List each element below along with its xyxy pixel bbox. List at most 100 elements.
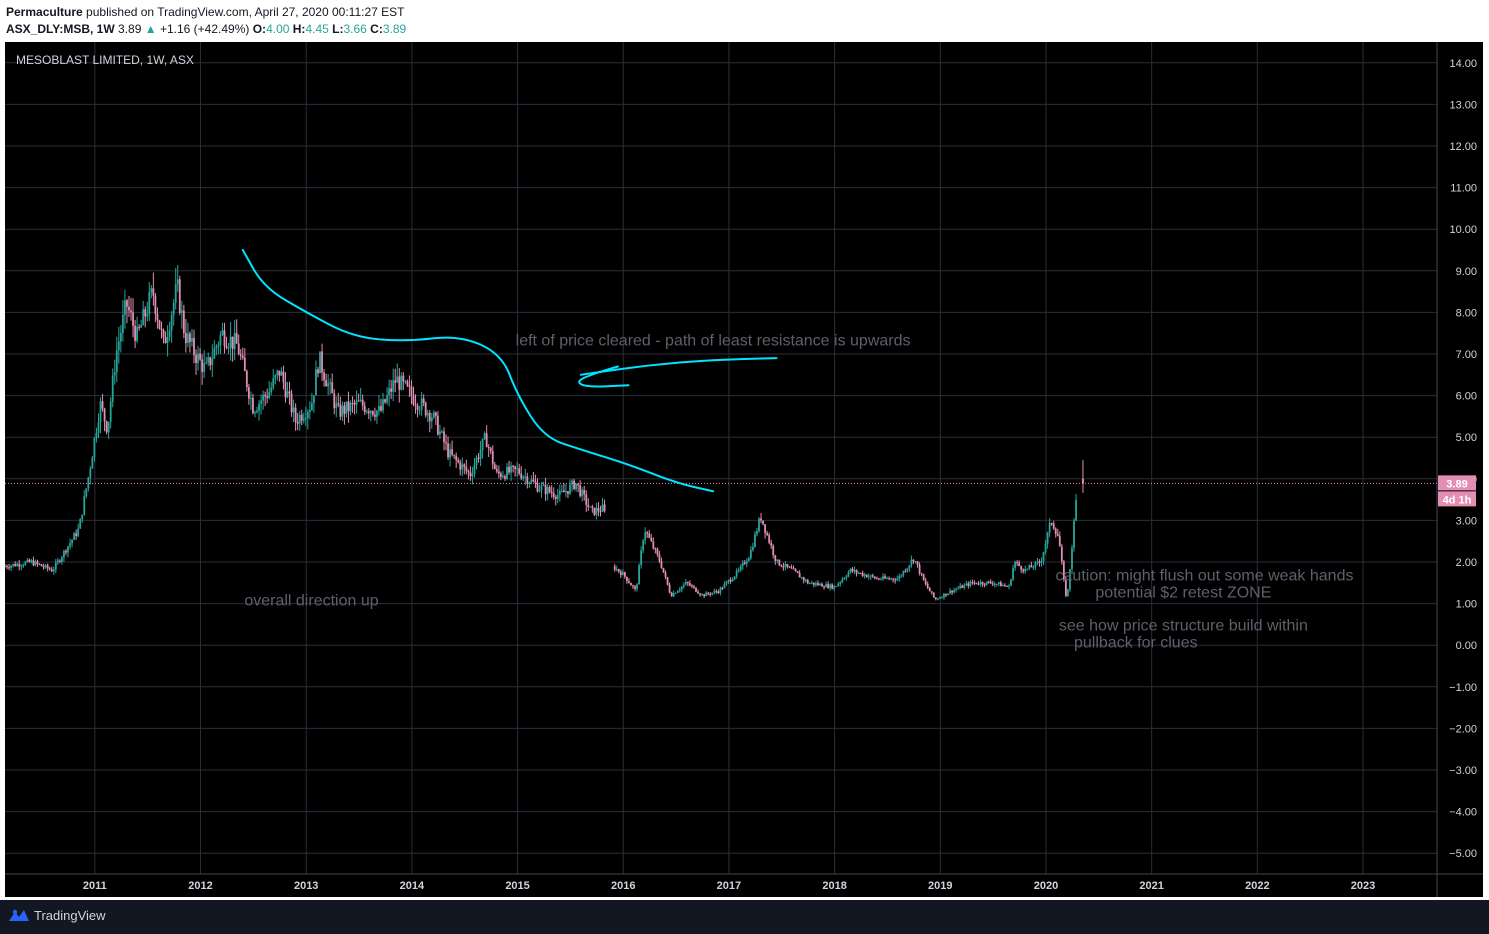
chart-annotation: caution: might flush out some weak hands bbox=[1056, 568, 1354, 585]
candle-body bbox=[591, 506, 594, 508]
candle-body bbox=[963, 585, 966, 588]
candle-body bbox=[581, 489, 584, 497]
candle-body bbox=[847, 572, 850, 577]
candle-body bbox=[831, 584, 834, 589]
candle-body bbox=[542, 484, 545, 486]
author-name[interactable]: Permaculture bbox=[6, 5, 83, 19]
candle-body bbox=[223, 330, 226, 347]
candle-body bbox=[294, 407, 297, 422]
candle-body bbox=[424, 402, 427, 416]
candle-body bbox=[221, 330, 224, 335]
countdown-tag bbox=[1438, 491, 1476, 507]
candle-body bbox=[252, 397, 254, 414]
candle-body bbox=[613, 566, 616, 570]
symbol-label[interactable]: ASX_DLY:MSB, 1W bbox=[6, 22, 115, 36]
candle-body bbox=[28, 559, 31, 563]
candle-body bbox=[319, 351, 321, 374]
candle-body bbox=[558, 490, 561, 495]
candle-body bbox=[180, 310, 183, 313]
candle-body bbox=[546, 487, 549, 495]
candle-body bbox=[786, 564, 789, 567]
candle-body bbox=[845, 576, 848, 579]
candle-body bbox=[682, 584, 685, 587]
candle-body bbox=[278, 370, 281, 376]
candle-body bbox=[1040, 561, 1043, 563]
candle-body bbox=[12, 563, 15, 566]
candle-body bbox=[835, 586, 838, 588]
candle-body bbox=[871, 575, 874, 577]
candle-body bbox=[701, 594, 703, 596]
candle-body bbox=[1010, 579, 1012, 586]
candle-body bbox=[231, 336, 234, 349]
candle-body bbox=[550, 491, 553, 494]
candle-body bbox=[760, 518, 762, 521]
candle-body bbox=[77, 528, 80, 536]
candle-body bbox=[107, 421, 110, 433]
y-tick-label: −1.00 bbox=[1449, 682, 1477, 694]
candle-body bbox=[628, 581, 630, 584]
candle-body bbox=[225, 346, 228, 348]
y-tick-label: 13.00 bbox=[1449, 99, 1477, 111]
candle-body bbox=[749, 550, 752, 559]
candle-body bbox=[20, 565, 23, 567]
candle-body bbox=[471, 473, 474, 477]
candle-body bbox=[985, 581, 988, 585]
candle-body bbox=[40, 564, 43, 567]
candle-body bbox=[788, 566, 791, 568]
candle-body bbox=[124, 300, 126, 315]
candle-body bbox=[266, 396, 269, 398]
candle-body bbox=[1016, 562, 1019, 564]
candle-body bbox=[861, 572, 864, 576]
candle-body bbox=[689, 583, 691, 586]
candle-body bbox=[892, 578, 895, 580]
candle-body bbox=[144, 309, 147, 317]
candle-body bbox=[156, 313, 159, 321]
candle-body bbox=[522, 476, 525, 479]
published-text: published on TradingView.com, April 27, … bbox=[86, 5, 405, 19]
candle-body bbox=[636, 584, 638, 589]
candle-body bbox=[733, 576, 736, 580]
candle-body bbox=[918, 564, 921, 574]
tradingview-logo-icon[interactable] bbox=[7, 907, 31, 923]
candle-body bbox=[56, 560, 59, 563]
x-tick-label: 2014 bbox=[400, 880, 425, 892]
candle-body bbox=[821, 583, 823, 587]
candle-body bbox=[567, 491, 569, 494]
candle-body bbox=[491, 451, 494, 465]
candle-body bbox=[601, 504, 604, 512]
candle-body bbox=[589, 506, 592, 508]
candle-body bbox=[735, 570, 738, 577]
price-chart[interactable]: left of price cleared - path of least re… bbox=[5, 42, 1483, 897]
candle-body bbox=[126, 300, 128, 307]
candle-body bbox=[739, 566, 742, 570]
candle-body bbox=[262, 394, 265, 401]
candle-body bbox=[812, 582, 815, 585]
candle-body bbox=[239, 354, 242, 356]
candle-body bbox=[136, 326, 139, 341]
chart-pane[interactable] bbox=[5, 42, 1483, 897]
candle-body bbox=[329, 382, 332, 384]
tradingview-brand[interactable]: TradingView bbox=[34, 908, 106, 923]
candle-body bbox=[520, 473, 523, 479]
low-value: 3.66 bbox=[343, 22, 367, 36]
candle-body bbox=[867, 576, 870, 578]
candle-body bbox=[626, 576, 628, 582]
candle-body bbox=[640, 550, 643, 566]
candle-body bbox=[414, 404, 417, 406]
candle-body bbox=[737, 569, 740, 571]
y-tick-label: 14.00 bbox=[1449, 58, 1477, 70]
candle-body bbox=[1020, 565, 1023, 570]
chart-header: Permaculture published on TradingView.co… bbox=[0, 0, 1489, 42]
candle-body bbox=[949, 590, 951, 594]
candle-body bbox=[571, 480, 573, 485]
candle-body bbox=[152, 288, 155, 296]
y-tick-label: −5.00 bbox=[1449, 848, 1477, 860]
candle-body bbox=[518, 468, 521, 474]
candle-body bbox=[882, 576, 884, 580]
candle-body bbox=[63, 550, 65, 558]
candle-body bbox=[664, 572, 667, 578]
x-tick-label: 2018 bbox=[822, 880, 846, 892]
candle-body bbox=[703, 594, 706, 597]
candle-body bbox=[335, 403, 338, 409]
candle-body bbox=[268, 392, 271, 398]
